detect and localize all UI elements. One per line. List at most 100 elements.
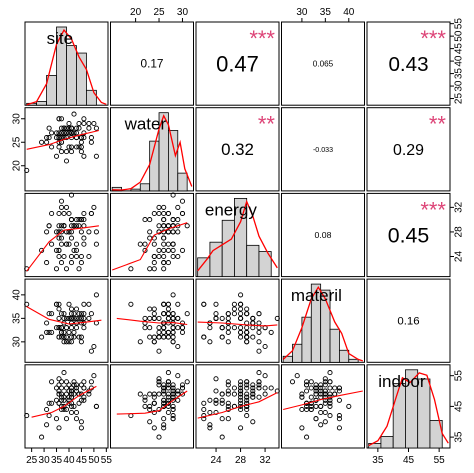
scatter-point — [58, 394, 65, 400]
scatter-point — [170, 382, 176, 388]
scatter-point — [46, 223, 52, 229]
scatter-point — [170, 217, 176, 223]
scatter-point — [39, 434, 45, 440]
scatter-point — [256, 379, 262, 385]
scatter-point — [304, 382, 310, 388]
scatter-point — [71, 379, 77, 385]
panel-energy-materil: 0.08 — [281, 192, 365, 278]
panel-indoor-energy — [195, 364, 280, 449]
scatter-point — [238, 425, 244, 431]
scatter-point — [231, 311, 237, 317]
scatter-point — [147, 235, 153, 241]
scatter-point — [256, 325, 262, 331]
scatter-point — [71, 382, 77, 388]
scatter-point — [322, 409, 328, 416]
panel-frame — [24, 364, 109, 449]
scatter-point — [93, 153, 99, 159]
correlation-value: -0.033 — [313, 146, 333, 154]
scatter-point — [76, 315, 82, 321]
scatter-point — [165, 397, 171, 403]
scatter-point — [66, 339, 72, 345]
scatter-point — [244, 394, 250, 400]
scatter-point — [327, 403, 333, 409]
panel-frame — [24, 278, 109, 363]
scatter-point — [63, 130, 70, 136]
scatter-point — [147, 334, 153, 340]
scatter-point — [71, 247, 77, 253]
panel-indoor-materil — [281, 364, 365, 449]
scatter-point — [170, 241, 176, 247]
scatter-point — [86, 229, 92, 235]
scatter-point — [175, 388, 181, 394]
scatter-point — [219, 325, 225, 331]
scatter-point — [24, 301, 30, 307]
scatter-point — [93, 125, 99, 131]
scatter-point — [219, 391, 225, 397]
scatter-point — [179, 391, 186, 397]
scatter-point — [313, 385, 319, 391]
correlation-value: 0.29 — [393, 142, 424, 159]
scatter-point — [68, 320, 75, 326]
lowess-fit-line — [116, 390, 188, 415]
scatter-point — [142, 217, 148, 223]
scatter-point — [170, 413, 176, 419]
scatter-point — [313, 391, 319, 397]
scatter-point — [63, 158, 70, 164]
scatter-point — [175, 204, 181, 210]
scatter-point — [63, 416, 70, 422]
panel-indoor-indoor: indoor — [366, 364, 451, 449]
scatter-point — [244, 397, 250, 403]
scatter-point — [175, 325, 181, 331]
scatter-point — [238, 315, 244, 321]
panel-frame — [195, 21, 280, 106]
panel-frame — [195, 364, 280, 449]
top-axis-tick-label: 40 — [343, 7, 355, 18]
scatter-point — [56, 376, 62, 382]
scatter-point — [238, 388, 244, 394]
scatter-point — [201, 400, 207, 406]
scatter-point — [250, 394, 256, 400]
scatter-point — [68, 385, 75, 391]
scatter-point — [175, 217, 181, 223]
scatter-point — [66, 400, 72, 406]
scatter-point — [318, 385, 324, 391]
significance-stars: ** — [429, 112, 447, 137]
scatter-point — [262, 391, 268, 397]
scatter-point — [56, 425, 62, 431]
bottom-axis-tick-label: 55 — [434, 455, 446, 466]
scatter-point — [161, 382, 167, 388]
scatter-point — [250, 391, 256, 397]
variable-label: water — [124, 115, 167, 134]
scatter-point — [151, 334, 157, 340]
scatter-point — [73, 217, 80, 223]
correlation-value: 0.08 — [315, 230, 332, 240]
panel-frame — [366, 21, 451, 106]
right-axis-tick-label: 35 — [454, 68, 465, 80]
scatter-point — [156, 348, 162, 354]
scatter-point — [332, 385, 338, 391]
scatter-point — [61, 210, 67, 217]
scatter-point — [24, 167, 30, 173]
scatter-point — [73, 416, 80, 422]
scatter-point — [225, 329, 231, 335]
scatter-point — [76, 125, 82, 131]
scatter-point — [207, 425, 213, 431]
scatter-point — [308, 406, 314, 413]
scatter-point — [44, 320, 50, 326]
scatter-point — [68, 334, 75, 340]
scatter-point — [68, 260, 75, 266]
scatter-point — [151, 315, 157, 321]
scatter-point — [44, 139, 50, 145]
scatter-point — [76, 400, 82, 406]
scatter-point — [81, 241, 87, 247]
scatter-point — [170, 247, 176, 253]
scatter-point — [78, 229, 84, 235]
scatter-point — [63, 385, 70, 391]
scatter-point — [61, 370, 67, 376]
scatter-point — [58, 229, 65, 235]
left-axis-tick-label: 30 — [12, 113, 23, 125]
histogram-bar — [66, 45, 77, 106]
scatter-point — [322, 400, 328, 406]
scatter-point — [244, 311, 250, 317]
panel-indoor-water — [110, 364, 194, 449]
